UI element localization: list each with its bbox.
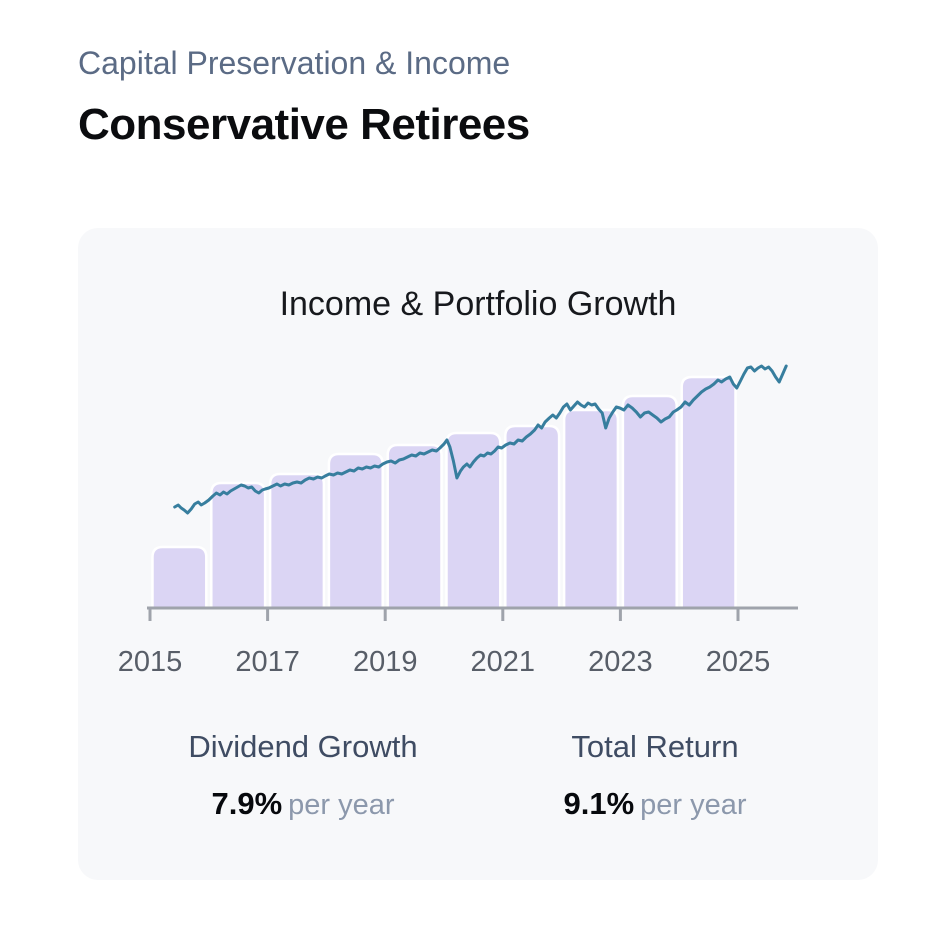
stat-value: 9.1% [563,786,635,822]
x-tick-label: 2023 [588,646,653,678]
chart-title: Income & Portfolio Growth [279,285,677,323]
x-tick-label: 2019 [353,646,418,678]
line-group [173,364,788,515]
stat-label: Total Return [571,729,739,764]
stat-label: Dividend Growth [188,729,418,764]
x-tick-label: 2025 [706,646,771,678]
dividend-bar-2017 [268,472,326,610]
x-tick-label: 2017 [235,646,300,678]
dividend-bar-2024 [680,375,737,610]
total-return-line [173,364,788,515]
category-eyebrow: Capital Preservation & Income [78,45,511,81]
stat-suffix: per year [640,789,747,822]
stat-dividend-growth: Dividend Growth 7.9% per year [143,728,463,823]
dividend-bar-2019 [386,443,443,610]
dividend-bar-2020 [445,431,502,610]
stats-row: Dividend Growth 7.9% per year Total Retur… [78,728,878,858]
x-tick-label: 2021 [471,646,536,678]
dividend-bar-2016 [210,481,267,610]
dividend-bar-2023 [621,394,678,610]
bars-group [151,375,737,610]
stat-value: 7.9% [211,786,283,822]
dividend-bar-2015 [151,545,208,610]
chart-svg: 2015 2017 2019 2021 2023 2025 [118,364,798,678]
stat-total-return: Total Return 9.1% per year [495,728,815,823]
stat-value-row: 7.9% per year [143,785,463,823]
axis-group [147,606,798,621]
stat-value-row: 9.1% per year [495,785,815,823]
stat-suffix: per year [288,789,395,822]
page-title: Conservative Retirees [78,100,530,149]
dividend-bar-2018 [327,452,384,610]
summary-card: Income & Portfolio Growth 2015 2017 2019 20… [78,228,878,880]
x-tick-label: 2015 [118,646,183,678]
dividend-bar-2021 [504,424,561,610]
dividend-bar-2022 [562,408,620,610]
x-tick-labels-group: 2015 2017 2019 2021 2023 2025 [118,646,771,678]
